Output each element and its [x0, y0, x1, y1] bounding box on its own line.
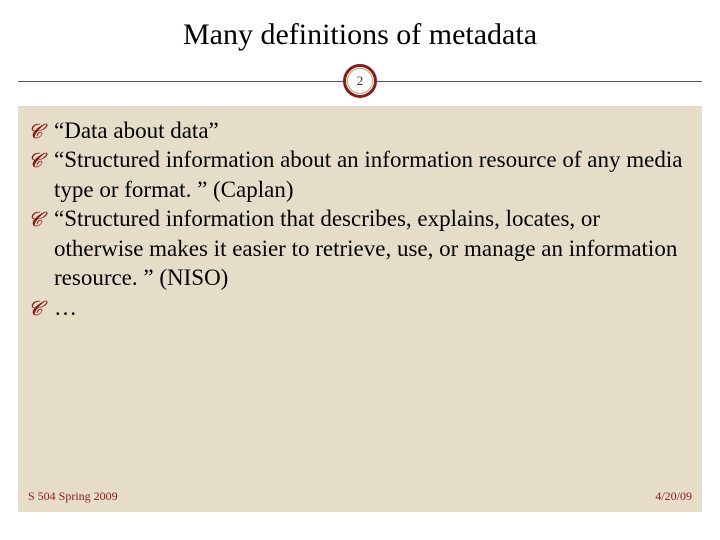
- list-item: 𝓒 “Structured information about an infor…: [28, 145, 692, 204]
- content-area: 𝓒 “Data about data” 𝓒 “Structured inform…: [18, 106, 702, 512]
- slide-number: 2: [347, 68, 373, 94]
- list-item: 𝓒 …: [28, 293, 692, 322]
- bullet-text: “Structured information that describes, …: [54, 206, 677, 290]
- bullet-list: 𝓒 “Data about data” 𝓒 “Structured inform…: [28, 116, 692, 322]
- slide: Many definitions of metadata 2 𝓒 “Data a…: [0, 0, 720, 540]
- bullet-icon: 𝓒: [28, 208, 42, 234]
- bullet-text: “Data about data”: [54, 118, 219, 143]
- bullet-icon: 𝓒: [28, 120, 42, 146]
- slide-title: Many definitions of metadata: [0, 18, 720, 52]
- footer: S 504 Spring 2009 4/20/09: [28, 489, 692, 504]
- list-item: 𝓒 “Data about data”: [28, 116, 692, 145]
- bullet-icon: 𝓒: [28, 149, 42, 175]
- slide-number-badge: 2: [343, 64, 377, 98]
- divider: 2: [0, 64, 720, 98]
- footer-left: S 504 Spring 2009: [28, 489, 118, 504]
- bullet-text: …: [54, 295, 77, 320]
- bullet-text: “Structured information about an informa…: [54, 147, 682, 201]
- title-area: Many definitions of metadata: [0, 0, 720, 60]
- list-item: 𝓒 “Structured information that describes…: [28, 204, 692, 292]
- bullet-icon: 𝓒: [28, 297, 42, 323]
- footer-right: 4/20/09: [655, 489, 692, 504]
